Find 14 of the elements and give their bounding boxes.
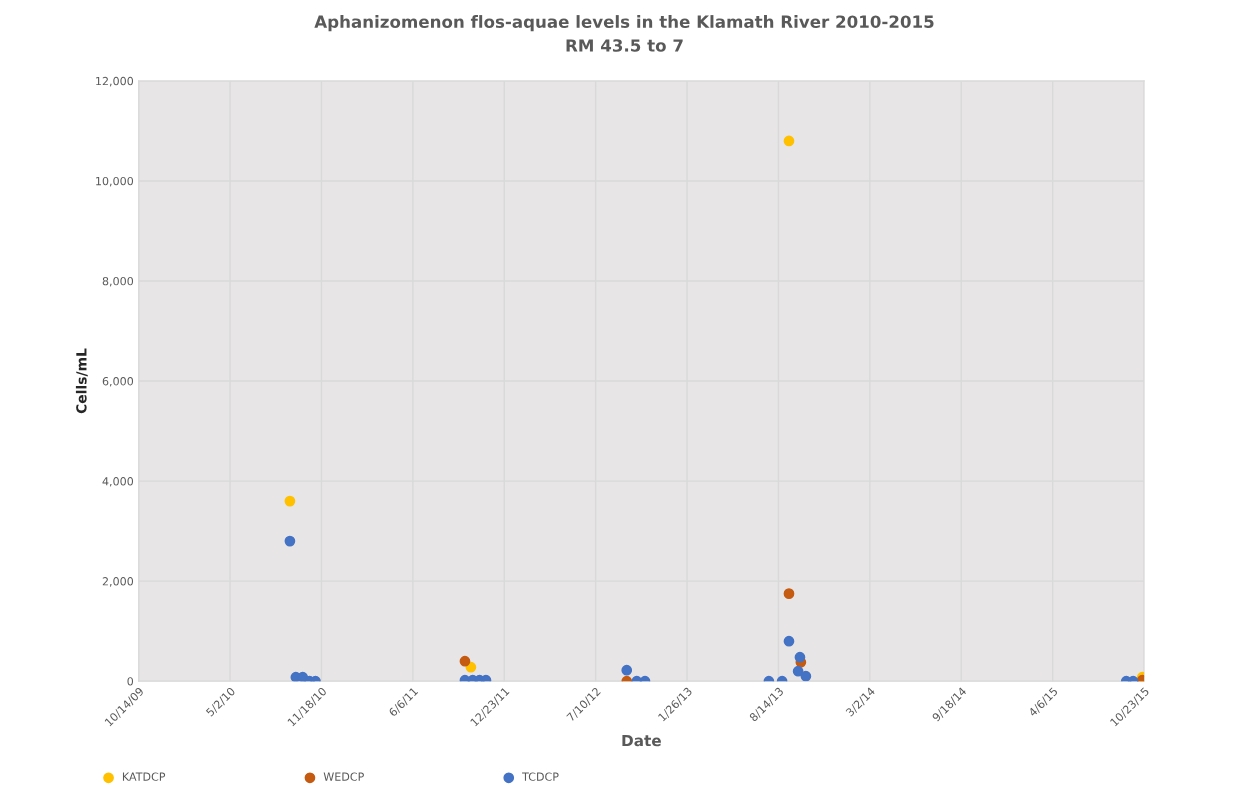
legend-label: WEDCP (323, 772, 364, 781)
chart-subtitle: RM 43.5 to 7 (566, 39, 683, 52)
y-tick-label: 12,000 (96, 76, 134, 87)
legend-label: TCDCP (522, 772, 559, 781)
y-tick-label: 4,000 (102, 477, 134, 487)
x-axis-title: Date (622, 734, 661, 747)
chart-title: Aphanizomenon flos-aquae levels in the Klamath River 2010-2015 (314, 15, 934, 32)
y-tick-label: 2,000 (102, 577, 134, 587)
legend-label: KATDCP (122, 772, 166, 781)
y-axis-title: Cells/mL (75, 348, 88, 414)
y-tick-label: 8,000 (102, 276, 134, 287)
y-tick-label: 10,000 (96, 176, 134, 187)
y-tick-label: 6,000 (102, 377, 134, 387)
y-tick-label: 0 (127, 677, 134, 686)
